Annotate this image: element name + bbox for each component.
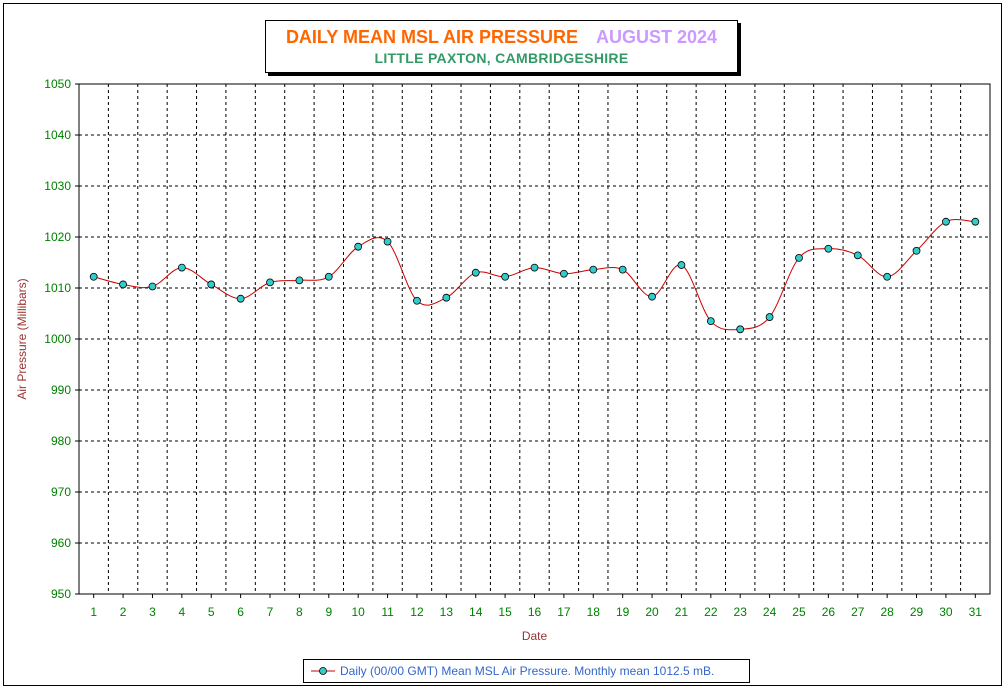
y-tick-label: 1030 [44,179,71,193]
x-tick-label: 22 [704,605,718,619]
data-point [119,280,127,289]
data-point [530,263,539,272]
x-tick-label: 7 [267,605,274,619]
legend-series-label: Daily (00/00 GMT) Mean MSL Air Pressure.… [340,664,715,678]
chart-legend: Daily (00/00 GMT) Mean MSL Air Pressure.… [303,659,750,683]
data-point [324,272,333,281]
data-point [648,292,656,301]
x-tick-label: 3 [149,605,156,619]
chart-subtitle: LITTLE PAXTON, CAMBRIDGESHIRE [374,50,629,66]
y-tick-label: 960 [51,536,71,550]
x-tick-label: 15 [498,605,512,619]
y-tick-label: 970 [51,485,71,499]
data-point [589,265,598,274]
x-tick-label: 10 [351,605,365,619]
x-tick-label: 5 [208,605,215,619]
x-tick-label: 19 [616,605,630,619]
chart-title-box: DAILY MEAN MSL AIR PRESSURE AUGUST 2024 L… [265,20,738,73]
x-tick-label: 11 [381,605,394,619]
data-point [413,296,421,305]
x-tick-label: 8 [296,605,303,619]
data-point [148,282,157,291]
x-tick-label: 18 [587,605,601,619]
pressure-line-chart: 9509609709809901000101010201030104010501… [15,77,991,643]
data-point [383,237,392,246]
y-tick-label: 1010 [44,281,71,295]
y-axis-title: Air Pressure (Millibars) [15,278,29,399]
x-tick-label: 13 [440,605,454,619]
x-tick-label: 14 [469,605,483,619]
x-tick-label: 1 [90,605,97,619]
x-tick-label: 27 [851,605,865,619]
x-tick-label: 31 [969,605,983,619]
data-point [677,261,686,269]
y-tick-label: 1050 [44,77,71,91]
data-point [236,294,245,303]
x-tick-label: 20 [645,605,659,619]
data-point [471,268,480,277]
data-point [853,251,862,260]
x-tick-label: 30 [939,605,953,619]
data-point [824,244,833,253]
chart-title: DAILY MEAN MSL AIR PRESSURE [285,27,578,47]
data-point [89,272,98,281]
x-tick-label: 2 [120,605,127,619]
data-point [442,293,451,302]
x-axis-title: Date [522,629,548,643]
data-point [295,276,304,285]
x-tick-label: 24 [763,605,777,619]
legend-series-swatch [311,667,335,675]
y-tick-label: 980 [51,434,71,448]
data-point [795,254,803,262]
data-point [501,272,510,281]
data-point [942,217,950,226]
data-point [177,263,186,272]
chart-month: AUGUST 2024 [596,27,718,47]
y-tick-label: 1040 [44,128,71,142]
x-tick-label: 25 [792,605,806,619]
x-tick-label: 29 [910,605,924,619]
y-tick-label: 1020 [44,230,71,244]
data-point [736,325,745,334]
data-point [912,246,921,255]
x-tick-label: 21 [675,605,689,619]
data-point [618,265,627,274]
data-point [883,272,892,281]
x-tick-label: 26 [822,605,836,619]
data-point [971,217,980,226]
data-point [559,269,568,278]
x-tick-label: 16 [528,605,542,619]
x-tick-label: 17 [557,605,571,619]
data-point [354,242,363,251]
y-tick-label: 1000 [44,332,71,346]
data-point [765,313,774,321]
y-tick-label: 990 [51,383,71,397]
x-tick-label: 6 [237,605,244,619]
x-tick-label: 23 [734,605,748,619]
x-tick-label: 28 [880,605,894,619]
data-point [207,280,216,289]
x-tick-label: 4 [179,605,186,619]
x-tick-label: 9 [325,605,332,619]
x-tick-label: 12 [410,605,424,619]
chart-title-line: DAILY MEAN MSL AIR PRESSURE AUGUST 2024 [266,27,737,48]
data-point [706,317,715,326]
data-point [266,278,274,287]
y-tick-label: 950 [51,587,71,601]
